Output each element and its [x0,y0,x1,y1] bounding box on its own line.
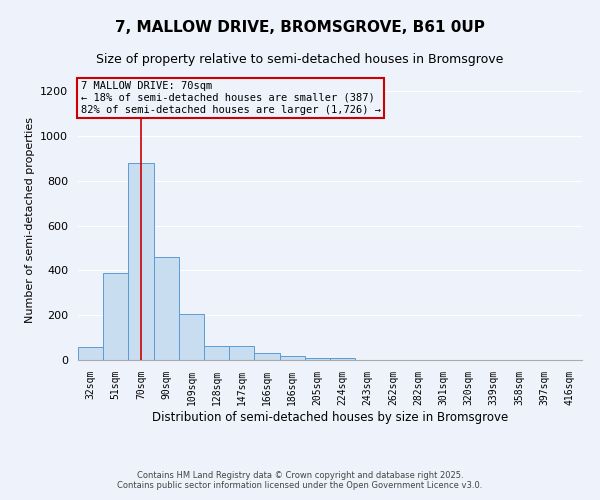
Text: Contains HM Land Registry data © Crown copyright and database right 2025.
Contai: Contains HM Land Registry data © Crown c… [118,470,482,490]
Text: 7 MALLOW DRIVE: 70sqm
← 18% of semi-detached houses are smaller (387)
82% of sem: 7 MALLOW DRIVE: 70sqm ← 18% of semi-deta… [80,82,380,114]
Bar [280,356,305,360]
Bar [330,358,355,360]
Bar [204,346,229,360]
X-axis label: Distribution of semi-detached houses by size in Bromsgrove: Distribution of semi-detached houses by … [152,410,508,424]
Bar [254,354,280,360]
Y-axis label: Number of semi-detached properties: Number of semi-detached properties [25,117,35,323]
Bar [154,257,179,360]
Text: 7, MALLOW DRIVE, BROMSGROVE, B61 0UP: 7, MALLOW DRIVE, BROMSGROVE, B61 0UP [115,20,485,35]
Bar [305,358,330,360]
Bar [78,346,103,360]
Bar [229,346,254,360]
Text: Size of property relative to semi-detached houses in Bromsgrove: Size of property relative to semi-detach… [97,52,503,66]
Bar [179,314,204,360]
Bar [128,163,154,360]
Bar [103,272,128,360]
